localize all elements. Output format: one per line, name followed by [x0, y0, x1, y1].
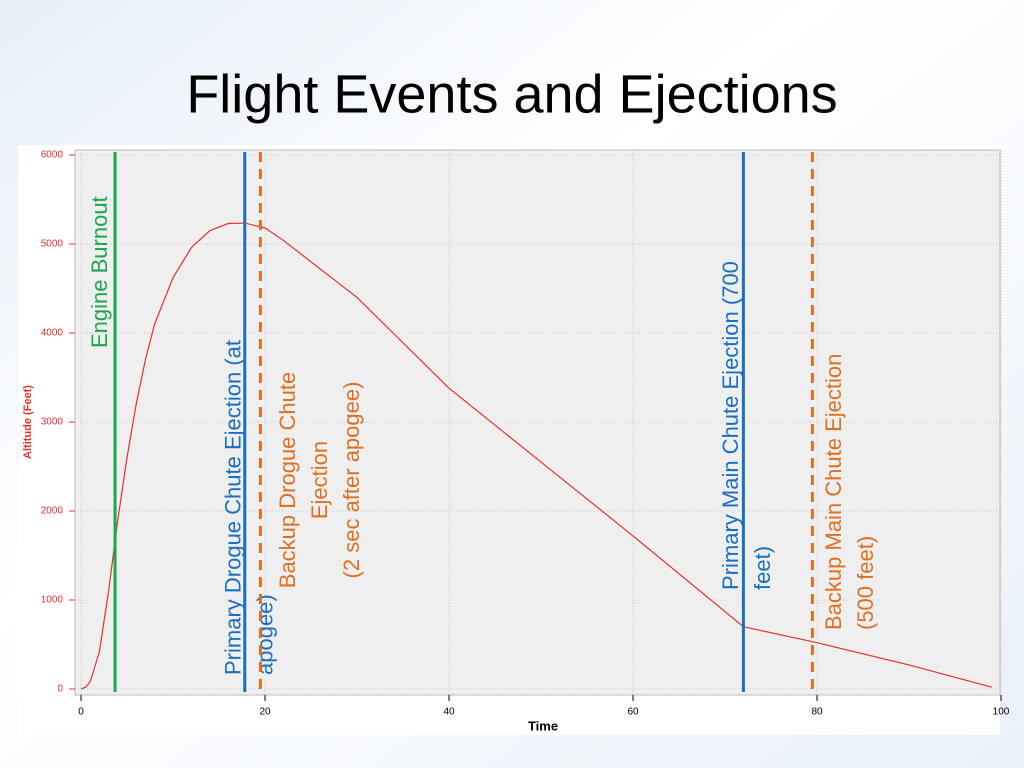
event-label: Primary Main Chute Ejection (700 — [718, 261, 743, 590]
y-tick-label: 0 — [57, 684, 63, 695]
event-label: Engine Burnout — [87, 196, 112, 348]
event-label: apogee) — [253, 594, 278, 675]
event-label: (500 feet) — [853, 536, 878, 630]
x-tick-label: 40 — [443, 707, 455, 718]
x-tick-label: 60 — [627, 707, 639, 718]
event-label: Backup Drogue Chute — [275, 372, 300, 588]
y-tick-label: 6000 — [41, 150, 64, 161]
event-label: Backup Main Chute Ejection — [821, 354, 846, 630]
x-tick-label: 80 — [811, 707, 823, 718]
x-tick-label: 0 — [78, 707, 84, 718]
x-tick-label: 20 — [259, 707, 271, 718]
event-label: feet) — [750, 546, 775, 590]
x-axis-label: Time — [528, 718, 558, 733]
y-tick-label: 4000 — [41, 328, 64, 339]
y-tick-label: 2000 — [41, 506, 64, 517]
y-tick-label: 5000 — [41, 239, 64, 250]
altitude-line — [80, 222, 992, 690]
y-tick-label: 3000 — [41, 417, 64, 428]
event-label: Ejection — [307, 441, 332, 519]
event-label: (2 sec after apogee) — [339, 382, 364, 579]
x-tick-label: 100 — [993, 707, 1010, 718]
y-axis-label: Altitude (Feet) — [22, 385, 34, 459]
event-label: Primary Drogue Chute Ejection (at — [221, 340, 246, 675]
y-tick-label: 1000 — [41, 595, 64, 606]
slide-title: Flight Events and Ejections — [186, 64, 837, 124]
